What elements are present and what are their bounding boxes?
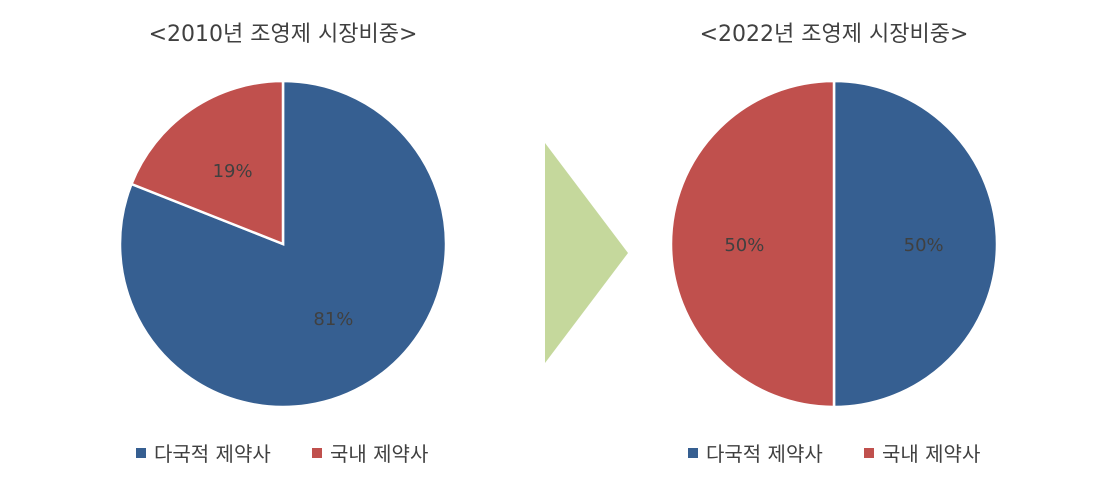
legend-label-multinational: 다국적 제약사 bbox=[154, 442, 271, 466]
legend-label-domestic: 국내 제약사 bbox=[882, 442, 980, 466]
pie-slice-multinational bbox=[832, 79, 999, 409]
pie-slices-2010: 81% 19% bbox=[118, 79, 448, 409]
legend-swatch-multinational bbox=[136, 448, 146, 458]
pie-slice-domestic bbox=[129, 79, 285, 246]
chart-title-2022: <2022년 조영제 시장비중> bbox=[700, 22, 969, 47]
pie-chart-2010: <2010년 조영제 시장비중> 81% 19% 다국적 제약사 국내 제약사 bbox=[118, 22, 448, 466]
data-label-domestic: 19% bbox=[213, 161, 253, 182]
data-label-domestic: 50% bbox=[724, 235, 764, 256]
legend-2022: 다국적 제약사 국내 제약사 bbox=[688, 442, 980, 466]
data-label-multinational: 81% bbox=[313, 309, 353, 330]
legend-swatch-domestic bbox=[312, 448, 322, 458]
pie-slices-2022: 50% 50% bbox=[669, 79, 999, 409]
pie-slice-domestic bbox=[669, 79, 836, 409]
legend-swatch-multinational bbox=[688, 448, 698, 458]
pie-chart-2022: <2022년 조영제 시장비중> 50% 50% 다국적 제약사 국내 제약사 bbox=[669, 22, 999, 466]
legend-2010: 다국적 제약사 국내 제약사 bbox=[136, 442, 428, 466]
legend-label-domestic: 국내 제약사 bbox=[330, 442, 428, 466]
legend-swatch-domestic bbox=[864, 448, 874, 458]
legend-label-multinational: 다국적 제약사 bbox=[706, 442, 823, 466]
chart-title-2010: <2010년 조영제 시장비중> bbox=[149, 22, 418, 47]
data-label-multinational: 50% bbox=[904, 235, 944, 256]
transition-arrow bbox=[545, 143, 628, 363]
